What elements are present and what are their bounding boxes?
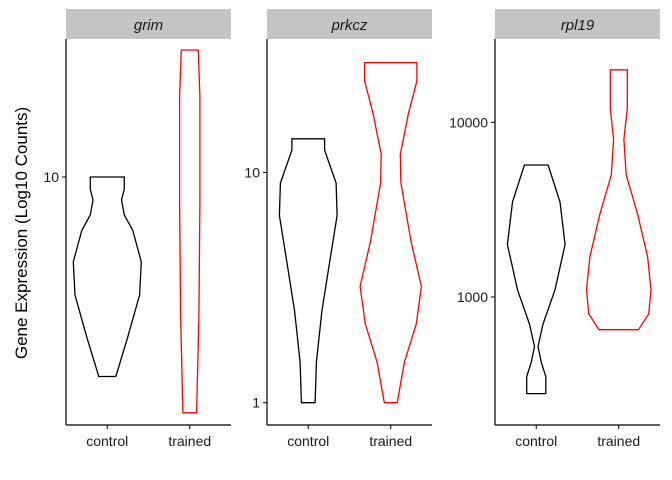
x-tick-label: control (515, 433, 557, 449)
violin-grim-control (72, 176, 142, 378)
y-tick-label: 1 (252, 395, 260, 411)
x-tick-label: trained (369, 433, 412, 449)
violin-rpl19-trained (585, 69, 652, 331)
facet-title: prkcz (331, 17, 368, 34)
x-tick-label: trained (597, 433, 640, 449)
x-tick-label: trained (168, 433, 211, 449)
panel-rpl19: rpl19 1000 10000 control trained (449, 9, 660, 449)
x-tick-label: control (287, 433, 329, 449)
y-tick-label: 10000 (449, 114, 488, 130)
y-tick-label: 10 (244, 164, 260, 180)
y-axis-label: Gene Expression (Log10 Counts) (12, 107, 31, 359)
y-tick-label: 10 (43, 169, 59, 185)
facet-title: grim (134, 17, 163, 34)
x-tick-label: control (86, 433, 128, 449)
panel-prkcz: prkcz 1 10 control trained (244, 9, 432, 449)
violin-prkcz-trained (359, 61, 423, 404)
y-tick-label: 1000 (457, 289, 488, 305)
facet-strip (495, 9, 660, 39)
violin-prkcz-control (278, 138, 338, 404)
panel-grim: grim 10 control trained (43, 9, 231, 449)
facet-strip (66, 9, 231, 39)
violin-rpl19-control (506, 164, 566, 395)
facet-strip (267, 9, 432, 39)
violin-grim-trained (178, 49, 201, 414)
facet-title: rpl19 (561, 17, 595, 34)
